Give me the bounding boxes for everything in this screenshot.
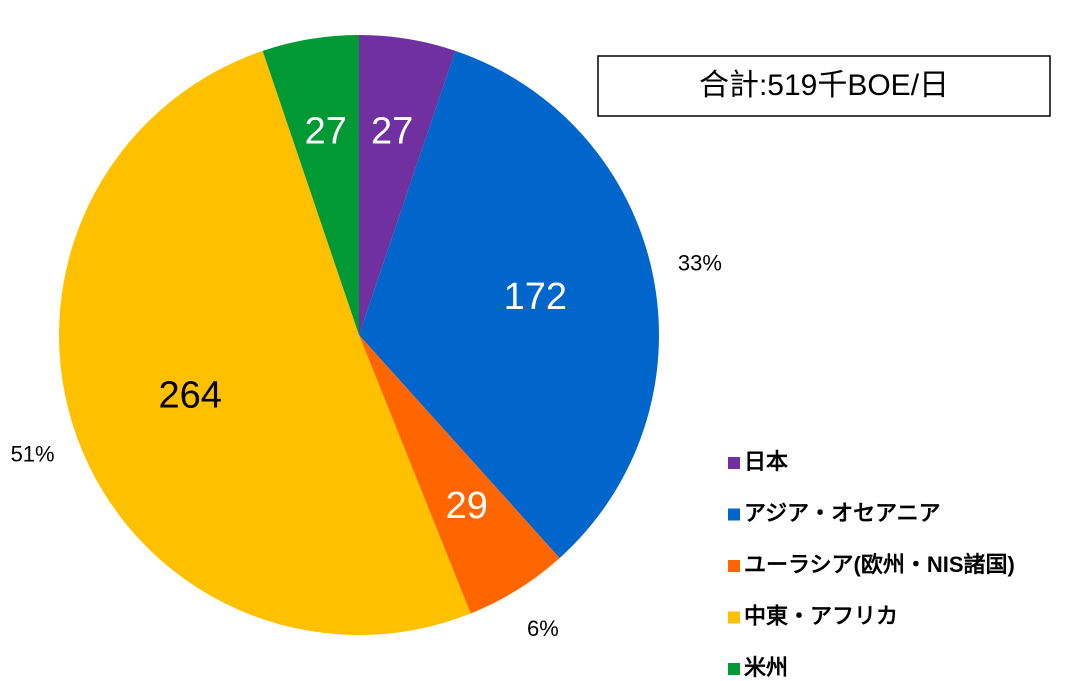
annotation-box — [597, 55, 1051, 117]
legend-label: 米州 — [744, 655, 788, 680]
percent-label: 6% — [527, 616, 559, 641]
pie-slice — [359, 35, 456, 335]
pie-slice — [359, 50, 659, 559]
legend-marker — [728, 508, 740, 521]
percent-label: 33% — [678, 251, 722, 276]
percent-label: 5% — [286, 0, 318, 2]
pie-slice — [262, 35, 359, 335]
annotation: 合計:519千BOE/日 — [699, 69, 949, 102]
pie-slice — [59, 50, 471, 635]
legend-marker — [728, 457, 740, 469]
legend-label: ユーラシア(欧州・NIS諸国) — [744, 552, 1015, 577]
value-label: 29 — [446, 485, 488, 527]
percent-label: 5% — [400, 0, 432, 2]
legend-marker — [728, 611, 740, 624]
percent-label: 51% — [11, 441, 55, 466]
legend-label: 中東・アフリカ — [744, 603, 898, 628]
legend-label: 日本 — [744, 449, 788, 474]
value-label: 264 — [158, 374, 221, 416]
value-label: 27 — [305, 111, 347, 153]
legend-marker — [728, 560, 740, 572]
value-label: 27 — [371, 111, 413, 153]
value-label: 172 — [504, 276, 567, 318]
legend-marker — [728, 663, 740, 675]
pie-slice — [359, 335, 560, 614]
legend-label: アジア・オセアニア — [744, 500, 941, 525]
